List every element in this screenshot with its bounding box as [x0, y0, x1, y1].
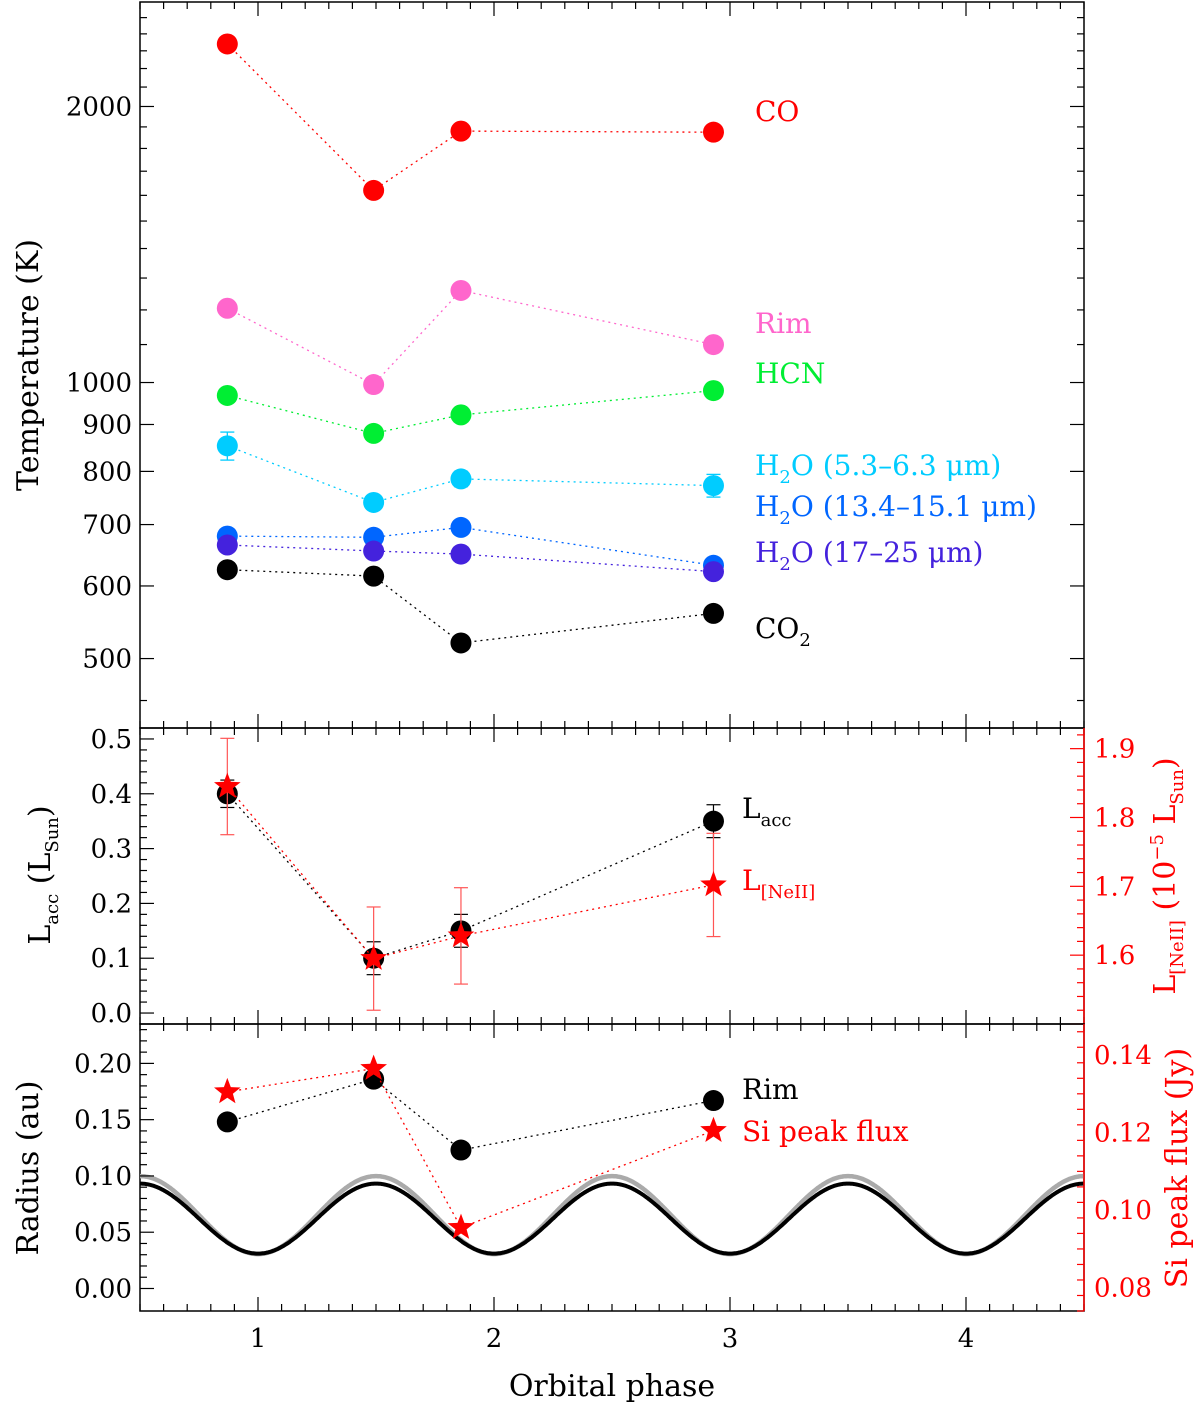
data-point — [702, 121, 724, 143]
series-label: Rim — [755, 307, 812, 340]
y2-tick-label: 0.08 — [1094, 1274, 1152, 1304]
data-point — [216, 384, 238, 406]
y2-tick-label: 0.10 — [1094, 1196, 1152, 1226]
x-tick-label: 1 — [250, 1324, 267, 1354]
star-marker — [700, 1116, 727, 1142]
y-tick-label: 0.3 — [91, 835, 132, 865]
data-point — [450, 1139, 472, 1161]
series-line — [227, 569, 714, 644]
data-point — [702, 810, 724, 832]
y2-tick-label: 1.7 — [1094, 872, 1135, 902]
data-point — [450, 279, 472, 301]
data-point — [363, 540, 385, 562]
star-marker — [700, 870, 727, 897]
y-tick-label: 0.10 — [74, 1162, 132, 1192]
data-point — [450, 632, 472, 654]
series-label: L[NeII] — [742, 864, 815, 903]
data-point — [216, 435, 238, 457]
series-line — [227, 445, 714, 504]
y2-tick-label: 1.9 — [1094, 735, 1135, 765]
data-point — [450, 468, 472, 490]
lneii-axis-title: L[NeII] (10−5 LSun) — [1147, 757, 1188, 994]
y-tick-label: 700 — [82, 511, 132, 541]
series-line — [226, 786, 714, 960]
y-tick-label: 0.1 — [91, 944, 132, 974]
y-tick-label: 900 — [82, 410, 132, 440]
star-marker — [214, 1077, 241, 1104]
data-point — [702, 1090, 724, 1112]
data-point — [363, 422, 385, 444]
data-point — [702, 334, 724, 356]
data-point — [216, 297, 238, 319]
y2-tick-label: 1.8 — [1094, 803, 1135, 833]
data-point — [702, 380, 724, 402]
y-tick-label: 0.00 — [74, 1274, 132, 1304]
luminosity-panel: 0.0 0.1 0.2 0.3 0.4 0.5 1.6 1.7 1.8 1.9 Lacc L[NeI… — [23, 725, 1188, 1029]
data-point — [702, 561, 724, 583]
y-tick-label: 0.05 — [74, 1218, 132, 1248]
series-line — [226, 793, 714, 959]
series-label: Si peak flux — [742, 1115, 909, 1148]
x-tick-label: 3 — [722, 1324, 739, 1354]
data-point — [363, 179, 385, 201]
data-point — [450, 543, 472, 565]
y-tick-label: 800 — [82, 457, 132, 487]
series-label: H2O (17–25 μm) — [755, 536, 983, 575]
data-point — [363, 565, 385, 587]
orbital-separation-curve — [140, 1181, 1084, 1256]
series-line — [227, 544, 714, 573]
data-point — [702, 602, 724, 624]
series-line — [227, 526, 714, 566]
series-label: H2O (13.4–15.1 μm) — [755, 490, 1037, 529]
y-tick-label: 1000 — [66, 369, 132, 399]
y-tick-label: 0.20 — [74, 1049, 132, 1079]
temperature-panel: Temperature (K) 50060070080090010002000 … — [11, 1, 1085, 729]
y-tick-label: 0.15 — [74, 1106, 132, 1136]
star-marker — [214, 772, 241, 798]
radius-axis-title: Radius (au) — [11, 1081, 46, 1256]
x-axis-title: Orbital phase — [509, 1369, 715, 1404]
series-label: CO2 — [755, 612, 811, 651]
data-point — [363, 374, 385, 396]
y-tick-label: 500 — [82, 645, 132, 675]
temperature-axis-title: Temperature (K) — [11, 239, 46, 491]
data-point — [363, 491, 385, 513]
data-point — [702, 475, 724, 497]
y-tick-label: 0.0 — [91, 999, 132, 1029]
si-flux-axis-title: Si peak flux (Jy) — [1160, 1048, 1195, 1288]
series-label: CO — [755, 95, 799, 128]
series-line — [226, 43, 714, 192]
star-marker — [360, 944, 387, 970]
y-tick-label: 2000 — [66, 92, 132, 122]
lacc-axis-title: Lacc (LSun) — [23, 805, 63, 944]
data-point — [216, 33, 238, 55]
data-point — [450, 404, 472, 426]
series-label: Rim — [742, 1073, 799, 1106]
radius-panel: 1 2 3 4 0.00 0.05 0.10 0.15 0.20 0.08 0.10 0.12 0.14… — [11, 1023, 1195, 1404]
data-point — [450, 120, 472, 142]
y2-tick-label: 0.14 — [1094, 1041, 1152, 1071]
series-line — [226, 289, 714, 386]
y2-tick-label: 1.6 — [1094, 941, 1135, 971]
star-marker — [447, 1213, 475, 1239]
y-tick-label: 0.4 — [91, 780, 132, 810]
series-line — [227, 389, 714, 435]
x-tick-label: 2 — [486, 1324, 503, 1354]
series-label: Lacc — [742, 792, 792, 831]
y-tick-label: 0.2 — [91, 889, 132, 919]
data-point — [216, 534, 238, 556]
series-label: HCN — [755, 357, 825, 390]
y-tick-label: 0.5 — [91, 725, 132, 755]
data-point — [216, 1111, 238, 1133]
star-marker — [447, 921, 475, 948]
data-point — [216, 559, 238, 581]
x-tick-label: 4 — [958, 1324, 975, 1354]
series-label: H2O (5.3–6.3 μm) — [755, 449, 1001, 488]
data-point — [450, 516, 472, 538]
y2-tick-label: 0.12 — [1094, 1119, 1152, 1149]
star-marker — [360, 1054, 387, 1080]
y-tick-label: 600 — [82, 572, 132, 602]
